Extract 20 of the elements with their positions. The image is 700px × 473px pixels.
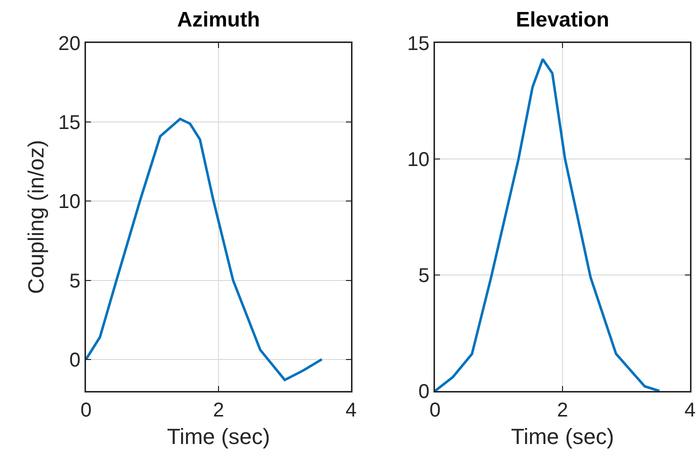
x-axis-title: Time (sec): [166, 424, 270, 450]
y-tick-label: 10: [58, 191, 80, 214]
y-tick-label: 5: [418, 265, 430, 287]
y-tick-label: 5: [69, 270, 80, 292]
x-axis-title: Time (sec): [510, 424, 614, 450]
x-tick-label: 2: [556, 400, 568, 422]
line-series: [435, 58, 661, 391]
line-series: [86, 118, 324, 382]
y-tick-label: 20: [58, 33, 80, 55]
x-tick-label: 4: [684, 400, 696, 422]
y-tick-label: 15: [58, 112, 80, 134]
y-tick-label: 10: [407, 149, 430, 171]
y-tick-label: 0: [69, 349, 80, 372]
x-tick-label: 2: [212, 400, 224, 422]
y-tick-label: 0: [418, 381, 430, 403]
chart-title: Elevation: [516, 8, 610, 32]
chart-title: Azimuth: [177, 8, 260, 32]
y-tick-label: 15: [407, 33, 430, 55]
y-axis-title: Coupling (in/oz): [23, 140, 48, 294]
x-tick-label: 4: [345, 400, 357, 422]
